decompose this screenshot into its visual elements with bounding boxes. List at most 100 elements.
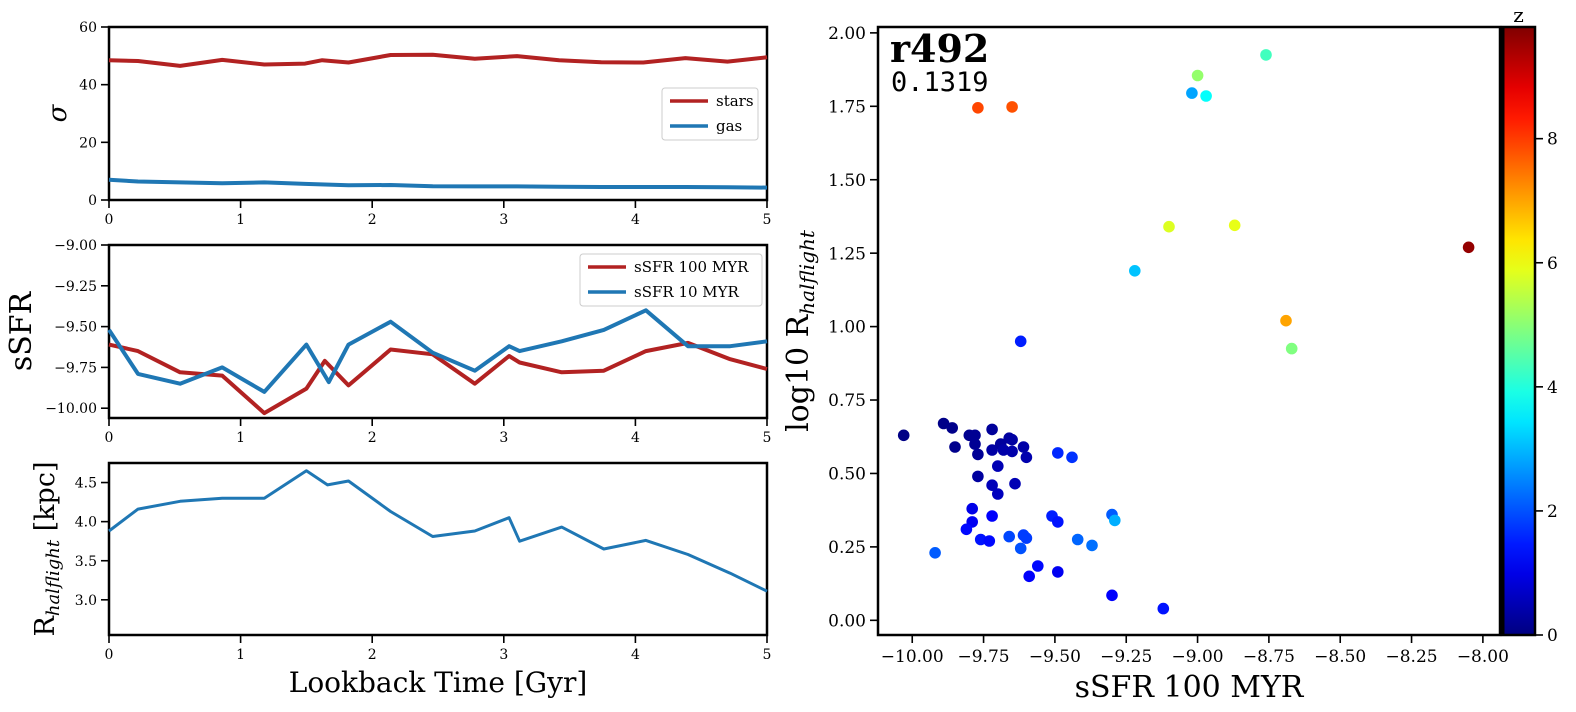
x-tick-label: 1 <box>236 647 245 663</box>
x-tick-label: 4 <box>631 212 640 228</box>
data-point <box>966 502 978 515</box>
data-point <box>972 470 984 483</box>
y-tick-label: 1.25 <box>828 244 866 264</box>
sigma-panel: 0 1 2 3 4 5 0 20 40 60 σ stars gas <box>43 20 771 228</box>
x-tick-label: 3 <box>499 430 508 446</box>
data-point <box>1009 477 1021 490</box>
data-point <box>1280 314 1292 327</box>
x-tick-label: 4 <box>631 430 640 446</box>
x-tick-label: 2 <box>368 212 377 228</box>
data-point <box>1285 342 1298 355</box>
data-point <box>946 422 958 434</box>
y-tick-label: −9.25 <box>54 279 97 295</box>
y-tick-label: 0.50 <box>828 465 866 485</box>
data-point <box>1200 90 1212 102</box>
data-point <box>1109 514 1121 527</box>
axes-frame <box>876 25 1502 637</box>
y-tick-label: −9.50 <box>54 320 97 336</box>
data-point <box>1186 87 1198 99</box>
chart-title: r492 <box>890 26 989 71</box>
series-line <box>108 52 768 68</box>
data-point <box>1020 532 1033 544</box>
x-tick-label: −10.00 <box>881 647 944 667</box>
x-tick-label: 5 <box>763 647 772 663</box>
x-tick-label: 2 <box>368 647 377 663</box>
colorbar-label: z <box>1513 3 1524 27</box>
data-point <box>969 438 981 450</box>
colorbar-tick-label: 8 <box>1547 130 1558 150</box>
data-point <box>1106 589 1118 602</box>
data-point <box>1071 533 1084 546</box>
data-point <box>972 102 984 114</box>
colorbar-tick-label: 0 <box>1547 626 1558 646</box>
y-tick-label: −9.00 <box>54 238 97 254</box>
data-point <box>969 429 981 442</box>
legend-label: sSFR 10 MYR <box>634 283 740 301</box>
data-point <box>1163 220 1175 233</box>
halflight-radius-panel: 0 1 2 3 4 5 3.0 3.5 4.0 4.5 Rhalflight [kpc] Lookba… <box>30 462 771 699</box>
y-tick-label: 3.0 <box>75 593 97 609</box>
x-tick-label: −9.00 <box>1172 647 1224 667</box>
x-axis-label: sSFR 100 MYR <box>1075 670 1305 705</box>
data-point <box>972 448 984 461</box>
y-tick-label: 60 <box>79 20 97 36</box>
data-point <box>1017 441 1030 453</box>
legend-label: gas <box>716 117 742 135</box>
legend-label: stars <box>716 92 754 110</box>
data-point <box>1228 219 1241 232</box>
data-point <box>992 488 1004 500</box>
y-tick-label: 3.5 <box>75 554 97 570</box>
y-tick-label: 20 <box>79 135 97 151</box>
data-point <box>1003 530 1015 543</box>
data-point <box>1086 539 1098 552</box>
x-tick-label: −8.50 <box>1314 647 1366 667</box>
y-tick-label: 0.25 <box>828 538 866 558</box>
y-tick-label: 0.75 <box>828 391 866 411</box>
scatter-panel: −10.00 −9.75 −9.50 −9.25 −9.00 −8.75 −8.50 −8.2… <box>781 24 1509 705</box>
y-axis-label: Rhalflight [kpc] <box>30 462 64 637</box>
data-point <box>937 417 950 430</box>
y-tick-label: 0 <box>88 193 97 209</box>
data-point <box>1006 101 1018 113</box>
x-tick-label: 0 <box>105 212 114 228</box>
x-tick-label: −8.75 <box>1243 647 1295 667</box>
data-point <box>1052 566 1064 578</box>
x-tick-label: 3 <box>499 647 508 663</box>
data-point <box>1014 542 1027 555</box>
x-tick-label: 3 <box>499 212 508 228</box>
data-point <box>986 444 998 456</box>
colorbar-tick-label: 6 <box>1547 254 1558 274</box>
x-tick-label: 0 <box>105 430 114 446</box>
chart-subtitle: 0.1319 <box>891 67 989 98</box>
data-point <box>1157 602 1170 615</box>
data-point <box>1129 265 1141 277</box>
data-point <box>1066 451 1078 464</box>
data-point <box>992 460 1004 472</box>
data-point <box>974 533 987 546</box>
x-tick-label: 1 <box>236 212 245 228</box>
data-point <box>997 444 1010 456</box>
data-point <box>986 479 998 492</box>
colorbar: 0 2 4 6 8 z <box>1499 3 1558 646</box>
ssfr-panel: 0 1 2 3 4 5 −10.00 −9.75 −9.50 −9.25 −9.00 sSFR sSFR… <box>4 238 771 446</box>
x-tick-label: 4 <box>631 647 640 663</box>
data-point <box>1462 241 1475 254</box>
data-point <box>1032 560 1044 572</box>
axes-frame <box>107 461 769 637</box>
data-point <box>929 547 941 559</box>
x-tick-label: 0 <box>105 647 114 663</box>
data-point <box>949 441 961 453</box>
y-axis-label: log10 Rhalflight <box>781 229 819 432</box>
data-point <box>1014 335 1027 348</box>
data-point <box>986 510 998 522</box>
y-tick-label: 4.0 <box>75 515 97 531</box>
data-point <box>1023 570 1035 583</box>
y-tick-label: 4.5 <box>75 476 97 492</box>
x-tick-label: −9.75 <box>958 647 1010 667</box>
data-point <box>960 523 973 536</box>
x-tick-label: −9.25 <box>1100 647 1152 667</box>
data-point <box>897 429 910 442</box>
y-tick-label: 0.00 <box>828 611 866 631</box>
data-point <box>1260 49 1272 61</box>
